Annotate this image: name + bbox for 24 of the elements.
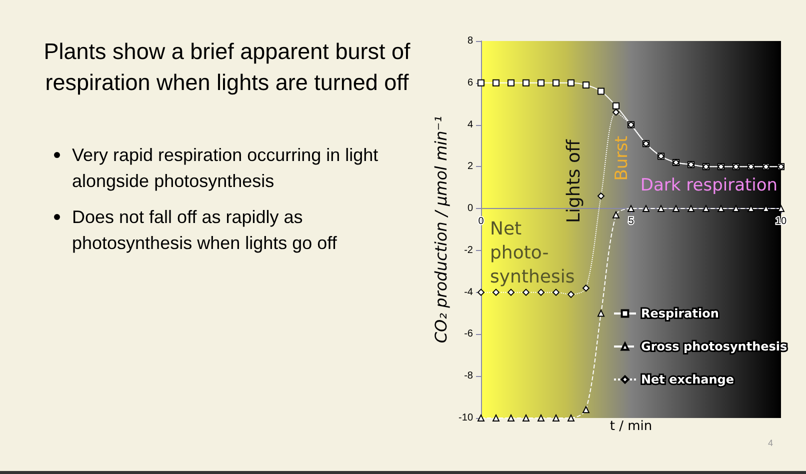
text: Very rapid respiration occurring in light alongside photosynthesis [72, 144, 380, 193]
y-tick-label: -8 [464, 370, 474, 382]
y-tick-label: 6 [467, 77, 474, 88]
y-tick-label: 2 [467, 161, 474, 172]
annotation: Burst [612, 135, 632, 181]
text: 4 [768, 438, 774, 448]
x-tick-label: 0 [478, 216, 484, 228]
y-tick-label: 8 [467, 36, 474, 46]
text: Does not fall off as rapidly as photosynthesis when lights go off [72, 206, 338, 255]
y-tick-label: -6 [464, 328, 474, 340]
legend-label: Net exchange [641, 372, 734, 386]
y-tick-label: 0 [467, 203, 474, 214]
annotation: Dark respiration [640, 176, 778, 196]
y-tick-label: -2 [464, 244, 474, 256]
x-tick-label: 5 [628, 216, 634, 228]
annotation: Lights off [564, 139, 584, 224]
text: Plants show a brief apparent burst of respiration when lights are turned off [42, 38, 412, 97]
x-tick-label: 10 [775, 216, 787, 228]
y-tick-label: -4 [464, 286, 474, 298]
y-tick-label: -10 [458, 412, 474, 424]
y-tick-label: 4 [467, 119, 474, 130]
y-axis-title: CO₂ production / µmol min⁻¹ [432, 116, 450, 344]
x-axis-title: t / min [610, 419, 652, 434]
legend-label: Respiration [641, 306, 719, 320]
